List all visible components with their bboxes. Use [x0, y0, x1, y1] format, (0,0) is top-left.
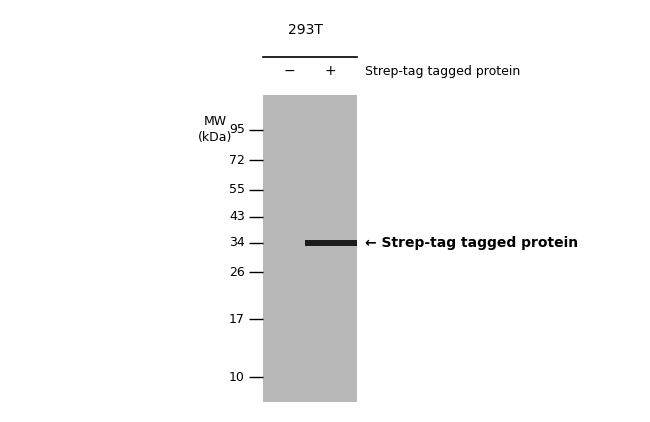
- Text: +: +: [325, 64, 337, 78]
- Text: 72: 72: [229, 154, 245, 167]
- Text: 10: 10: [229, 371, 245, 384]
- Text: 34: 34: [229, 236, 245, 249]
- Text: 55: 55: [229, 183, 245, 196]
- Text: ← Strep-tag tagged protein: ← Strep-tag tagged protein: [365, 235, 578, 250]
- Text: 17: 17: [229, 313, 245, 325]
- Bar: [263, 95, 357, 402]
- Text: 43: 43: [229, 210, 245, 223]
- Text: MW
(kDa): MW (kDa): [198, 115, 232, 144]
- Text: 95: 95: [229, 123, 245, 136]
- Text: Strep-tag tagged protein: Strep-tag tagged protein: [365, 65, 520, 78]
- Text: 293T: 293T: [287, 23, 322, 37]
- Text: −: −: [283, 64, 295, 78]
- Text: 26: 26: [229, 266, 245, 279]
- Bar: [306, 240, 357, 246]
